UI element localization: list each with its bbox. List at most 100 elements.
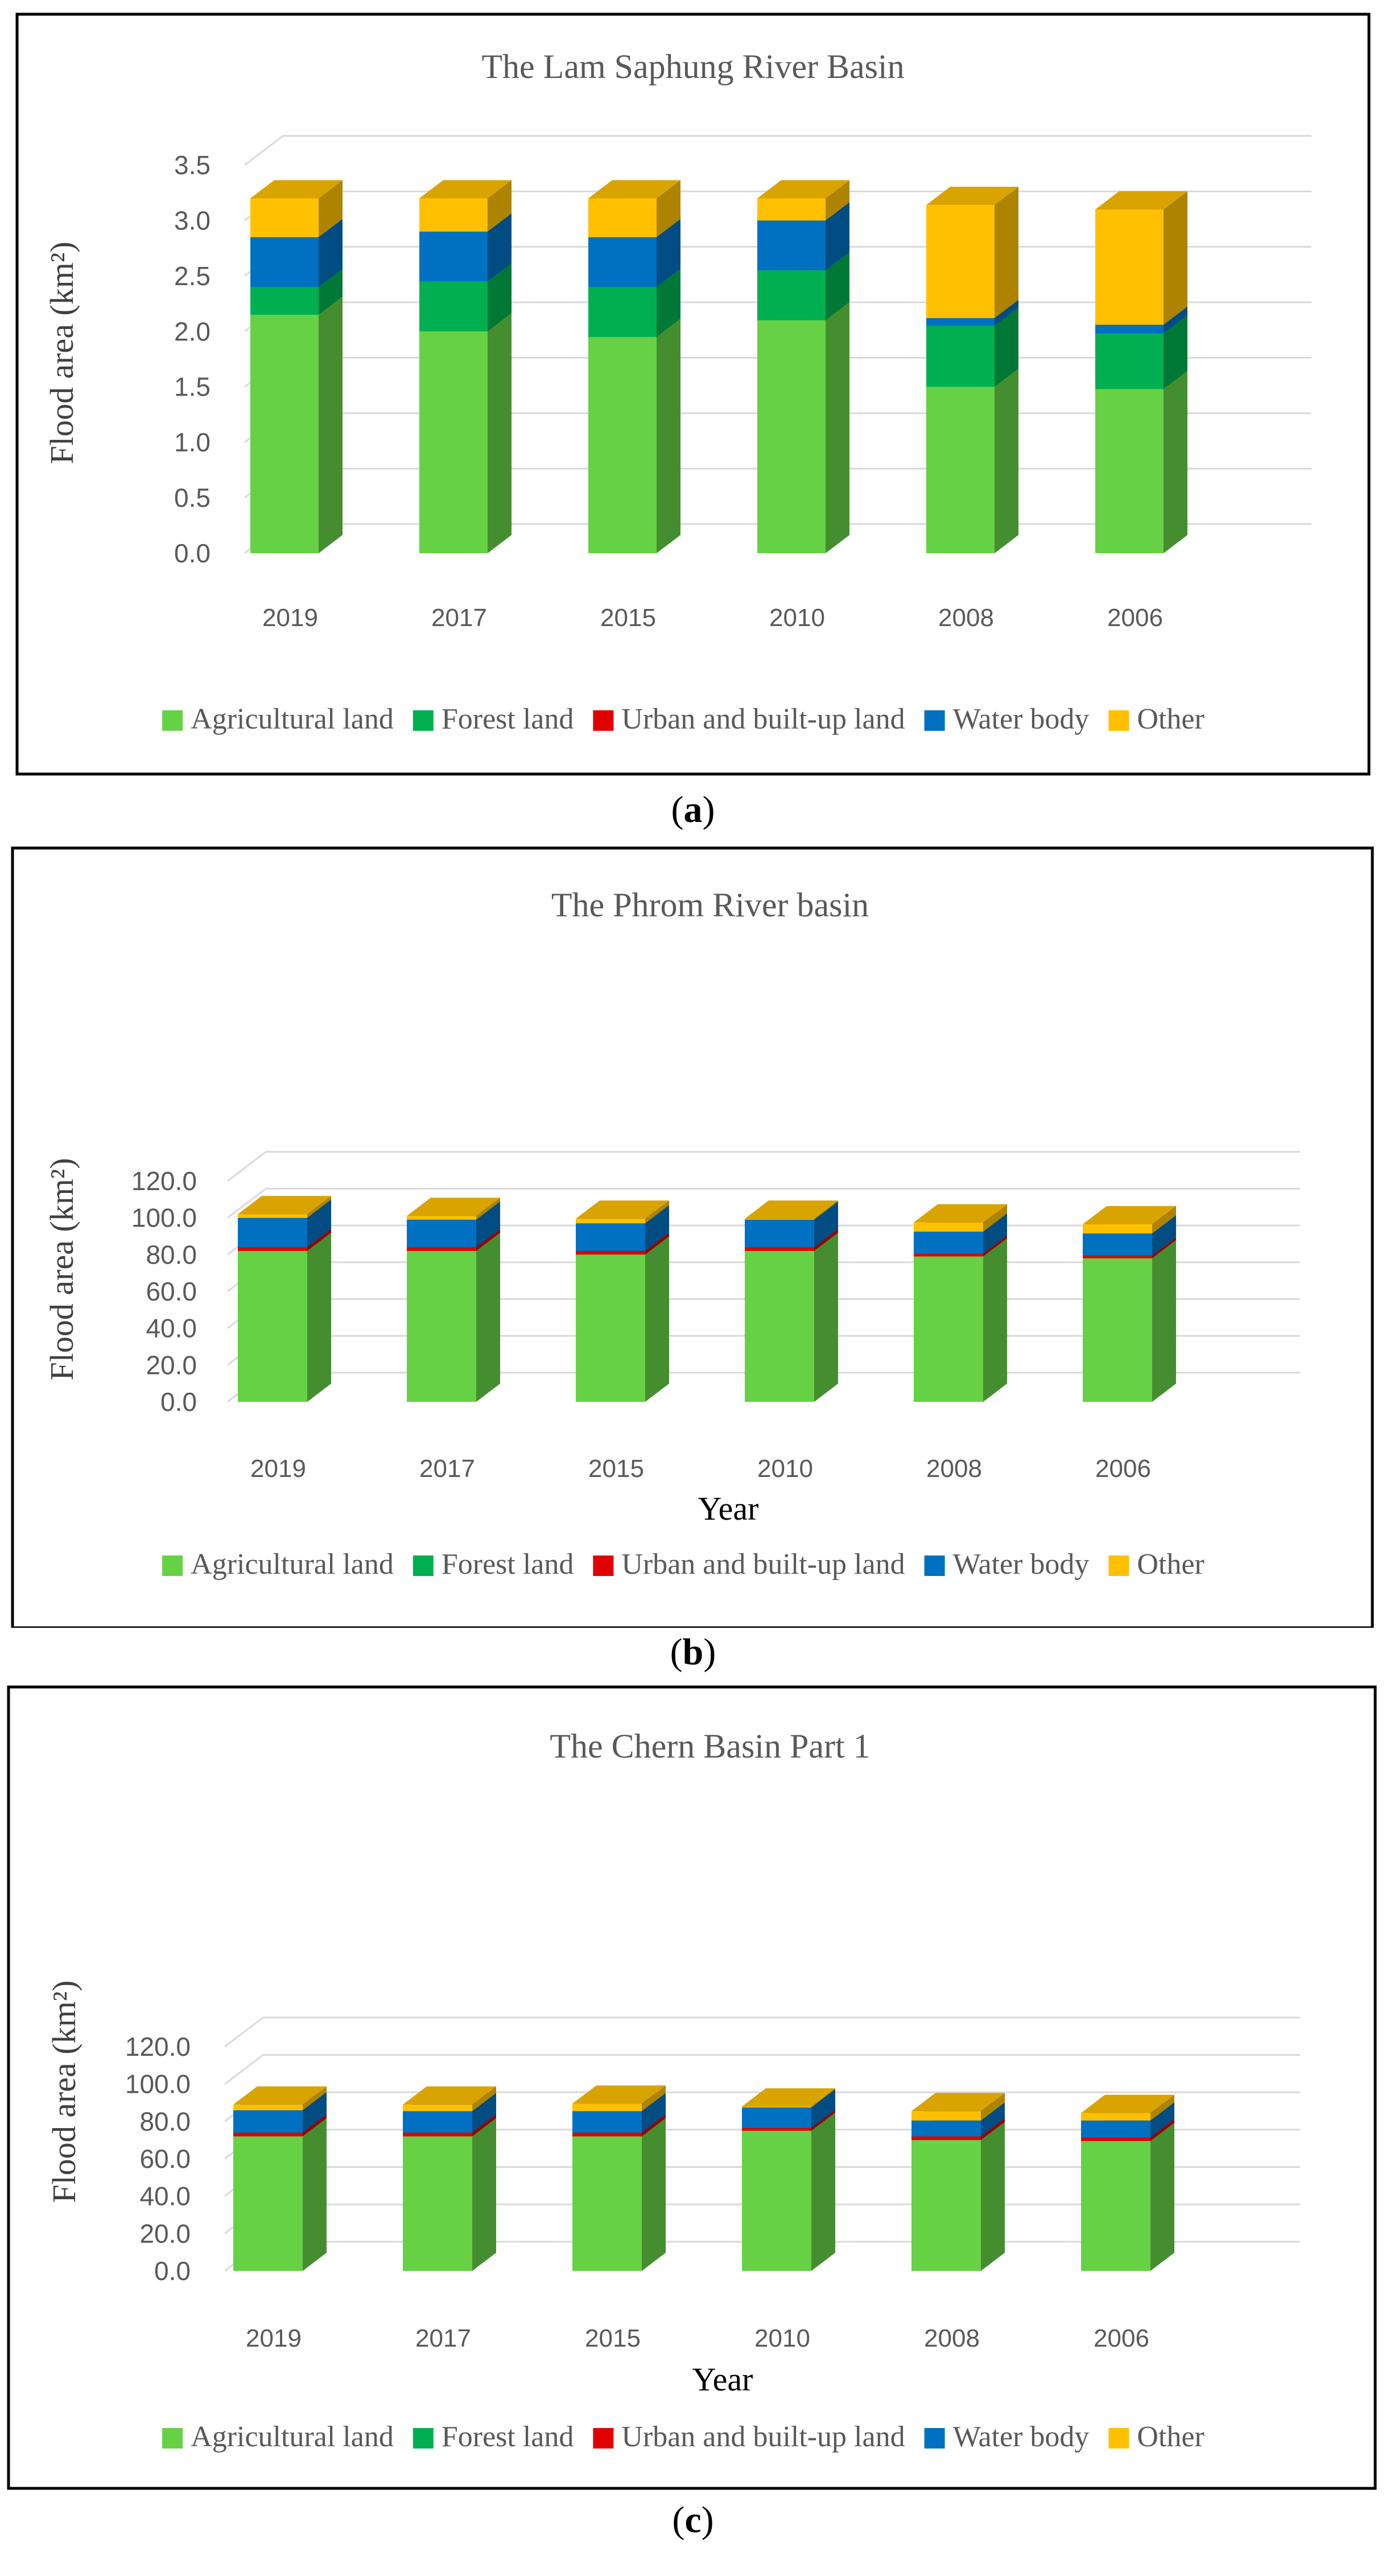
bar-segment-other xyxy=(576,1200,669,1224)
bar-segment-other xyxy=(250,180,343,237)
x-tick-label: 2006 xyxy=(1094,2324,1149,2352)
legend-swatch-urban xyxy=(593,710,614,731)
caption-b: (b) xyxy=(670,1631,716,1673)
bar-segment-agricultural xyxy=(911,2122,1005,2271)
y-tick-label: 40.0 xyxy=(139,2182,191,2211)
chart-b-title: The Phrom River basin xyxy=(551,886,869,924)
legend-swatch-urban xyxy=(593,1556,614,1576)
legend-label-other: Other xyxy=(1137,703,1204,735)
legend-label-other: Other xyxy=(1137,1548,1204,1581)
legend-label-other: Other xyxy=(1137,2421,1204,2453)
x-tick-label: 2006 xyxy=(1107,604,1163,632)
legend-label-water: Water body xyxy=(953,2421,1090,2453)
chart-c-frame xyxy=(7,1685,1377,2490)
chart-a-bars xyxy=(250,180,1187,553)
x-tick-label: 2015 xyxy=(588,1455,644,1483)
y-tick-label: 20.0 xyxy=(139,2219,191,2248)
chart-panel-a: The Lam Saphung River Basin Flood area (… xyxy=(0,0,1386,831)
chart-c-bars xyxy=(233,2085,1174,2271)
bar-segment-agricultural xyxy=(576,1236,669,1402)
x-tick-label: 2015 xyxy=(585,2324,641,2352)
bar-segment-agricultural xyxy=(588,319,680,553)
chart-b-x-ticks: 2019 2017 2015 2010 2008 2006 xyxy=(250,1455,1151,1483)
caption-c: (c) xyxy=(672,2499,714,2541)
bar-segment-other xyxy=(238,1196,331,1218)
legend-swatch-forest xyxy=(412,2428,434,2449)
chart-c-y-ticks: 0.0 20.0 40.0 60.0 80.0 100.0 120.0 xyxy=(125,2032,191,2286)
x-tick-label: 2019 xyxy=(250,1455,306,1483)
gridline xyxy=(224,2017,1300,2048)
bar-segment-other xyxy=(1095,191,1187,325)
legend-swatch-water xyxy=(924,1556,945,1576)
y-tick-label: 80.0 xyxy=(146,1240,197,1269)
x-tick-label: 2017 xyxy=(431,604,487,632)
legend-swatch-water xyxy=(924,710,945,731)
legend-swatch-agricultural xyxy=(162,2428,183,2449)
bar-segment-other xyxy=(757,180,849,221)
chart-b-x-axis-label: Year xyxy=(698,1490,759,1527)
bar-segment-other xyxy=(419,180,512,232)
y-tick-label: 2.5 xyxy=(174,261,211,291)
legend-label-forest: Forest land xyxy=(442,703,574,735)
x-tick-label: 2017 xyxy=(415,2324,471,2352)
chart-b-y-axis-label: Flood area (km²) xyxy=(43,1158,80,1380)
x-tick-label: 2008 xyxy=(924,2324,980,2352)
chart-c-legend: Agricultural land Forest land Urban and bu… xyxy=(162,2421,1204,2453)
chart-panel-c: The Chern Basin Part 1 Flood area (km²) … xyxy=(0,1685,1386,2576)
chart-c-x-ticks: 2019 2017 2015 2010 2008 2006 xyxy=(246,2324,1149,2352)
legend-label-forest: Forest land xyxy=(442,1548,574,1581)
x-tick-label: 2006 xyxy=(1095,1455,1151,1483)
legend-swatch-agricultural xyxy=(162,1556,183,1576)
chart-c-title: The Chern Basin Part 1 xyxy=(550,1727,870,1765)
bar-segment-agricultural xyxy=(1095,371,1187,553)
y-tick-label: 0.0 xyxy=(174,538,211,568)
legend-swatch-other xyxy=(1108,1556,1129,1576)
legend-swatch-forest xyxy=(412,710,434,731)
y-tick-label: 0.0 xyxy=(160,1387,197,1417)
y-tick-label: 0.5 xyxy=(174,483,211,513)
legend-swatch-urban xyxy=(593,2428,614,2449)
legend-label-water: Water body xyxy=(953,1548,1090,1581)
legend-label-urban: Urban and built-up land xyxy=(621,1548,905,1581)
y-tick-label: 0.0 xyxy=(154,2256,191,2286)
x-tick-label: 2015 xyxy=(600,604,656,632)
caption-a: (a) xyxy=(671,789,715,830)
legend-label-urban: Urban and built-up land xyxy=(621,2421,905,2453)
y-tick-label: 3.5 xyxy=(174,150,211,180)
chart-b-svg: The Phrom River basin Flood area (km²) Y… xyxy=(11,846,1374,1628)
x-tick-label: 2010 xyxy=(754,2324,810,2352)
bar-segment-other xyxy=(407,1198,500,1220)
legend-label-agricultural: Agricultural land xyxy=(191,703,394,735)
legend-swatch-forest xyxy=(412,1556,434,1576)
bar-segment-other xyxy=(926,187,1018,318)
bar-segment-other xyxy=(403,2086,496,2112)
chart-b-legend: Agricultural land Forest land Urban and bu… xyxy=(162,1548,1204,1581)
legend-label-urban: Urban and built-up land xyxy=(621,703,905,735)
y-tick-label: 120.0 xyxy=(125,2032,191,2061)
bar-segment-agricultural xyxy=(238,1232,331,1402)
bar-segment-agricultural xyxy=(1083,1240,1176,1402)
bar-segment-agricultural xyxy=(757,302,849,553)
bar-segment-agricultural xyxy=(745,1232,838,1402)
legend-swatch-other xyxy=(1108,2428,1129,2449)
chart-a-y-ticks: 0.0 0.5 1.0 1.5 2.0 2.5 3.0 3.5 xyxy=(174,150,211,568)
y-tick-label: 120.0 xyxy=(131,1166,197,1196)
x-tick-label: 2010 xyxy=(757,1455,813,1483)
y-tick-label: 20.0 xyxy=(146,1350,197,1380)
x-tick-label: 2008 xyxy=(938,604,994,632)
bar-segment-other xyxy=(572,2085,666,2112)
x-tick-label: 2017 xyxy=(419,1455,475,1483)
chart-c-y-axis-label: Flood area (km²) xyxy=(46,1980,82,2203)
y-tick-label: 80.0 xyxy=(139,2106,191,2136)
y-tick-label: 2.0 xyxy=(174,316,211,346)
chart-a-legend: Agricultural land Forest land Urban and bu… xyxy=(162,703,1204,735)
chart-b-bars xyxy=(238,1196,1176,1402)
chart-b-y-ticks: 0.0 20.0 40.0 60.0 80.0 100.0 120.0 xyxy=(131,1166,197,1417)
legend-swatch-water xyxy=(924,2428,945,2449)
chart-panel-b: The Phrom River basin Flood area (km²) Y… xyxy=(0,831,1386,1685)
legend-label-agricultural: Agricultural land xyxy=(191,1548,394,1581)
bar-segment-agricultural xyxy=(407,1232,500,1402)
bar-segment-other xyxy=(914,1204,1007,1232)
bar-segment-other xyxy=(745,1200,838,1220)
bar-segment-agricultural xyxy=(419,313,512,553)
